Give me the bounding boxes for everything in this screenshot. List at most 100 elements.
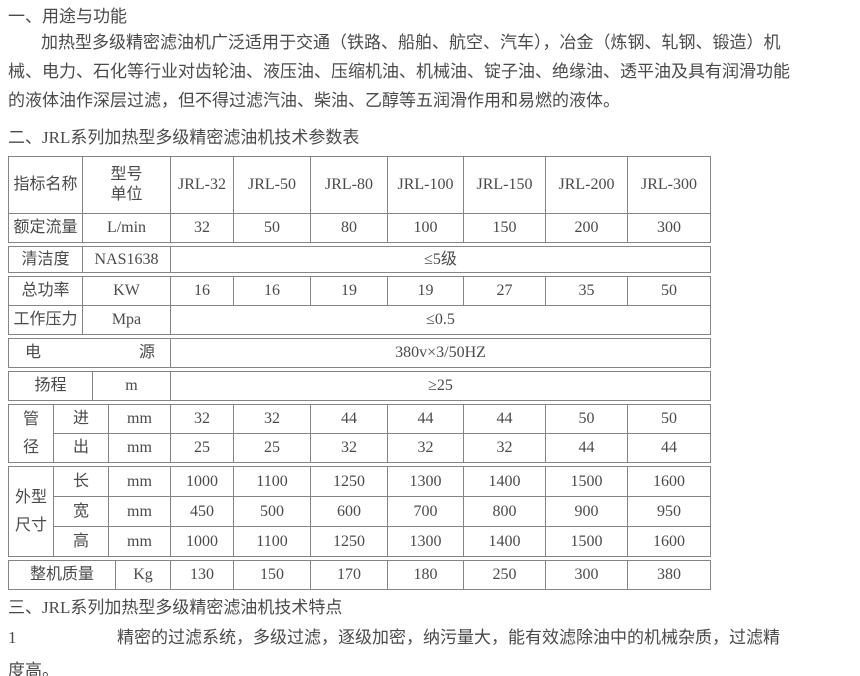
table-cell: 1500 (545, 526, 628, 557)
row-unit: Kg (115, 560, 171, 590)
table-cell: 27 (463, 276, 546, 306)
row-label: 清洁度 (8, 246, 83, 273)
table-cell: ≥25 (170, 371, 711, 401)
table-cell: 300 (627, 213, 711, 243)
table-cell: 32 (233, 404, 311, 434)
table-cell: 50 (545, 404, 628, 434)
row-unit: mm (108, 433, 171, 463)
table-row: 电 源 380v×3/50HZ (8, 338, 711, 368)
spec-table-header-box: 指标名称 型号 单位 JRL-32 JRL-50 JRL-80 JRL-100 … (8, 156, 711, 243)
row-unit: m (92, 371, 171, 401)
table-cell: 32 (170, 404, 234, 434)
row-label: 工作压力 (8, 305, 83, 335)
row-label: 进 (53, 404, 109, 434)
table-cell: 44 (627, 433, 711, 463)
model-column-header: JRL-200 (545, 156, 628, 214)
table-row: 管 径 进 mm 32 32 44 44 44 50 50 (8, 404, 711, 463)
table-cell: 44 (463, 404, 546, 434)
feature-line: 度高。 (8, 661, 59, 676)
table-cell: 80 (310, 213, 388, 243)
row-unit: mm (108, 404, 171, 434)
table-row: 扬程 m ≥25 (8, 371, 711, 401)
table-cell: 1600 (627, 526, 711, 557)
spec-table-power-pressure-box: 总功率 KW 16 16 19 19 27 35 50 工作压力 Mpa ≤0.… (8, 276, 711, 335)
table-row: 额定流量 L/min 32 50 80 100 150 200 300 (8, 213, 711, 243)
table-cell: 1250 (310, 466, 388, 497)
header-unit-label: 单位 (110, 186, 143, 203)
table-cell: 32 (463, 433, 546, 463)
header-model-label: 型号 (110, 166, 143, 183)
table-cell: 44 (310, 404, 388, 434)
group-label-pipe: 管 径 (8, 404, 54, 463)
table-cell: 25 (170, 433, 234, 463)
table-cell: 800 (463, 496, 546, 527)
spec-table-supply-box: 电 源 380v×3/50HZ (8, 338, 711, 368)
row-label: 电 源 (8, 338, 171, 368)
table-cell: 150 (233, 560, 311, 590)
table-cell: 180 (387, 560, 464, 590)
table-cell: 150 (463, 213, 546, 243)
header-name-cell: 指标名称 (8, 156, 83, 214)
model-column-header: JRL-300 (627, 156, 711, 214)
table-cell: 170 (310, 560, 388, 590)
table-cell: 500 (233, 496, 311, 527)
table-cell: 35 (545, 276, 628, 306)
row-label: 额定流量 (8, 213, 83, 243)
model-column-header: JRL-80 (310, 156, 388, 214)
table-cell: 1500 (545, 466, 628, 497)
row-unit: Mpa (82, 305, 171, 335)
table-cell: ≤5级 (170, 246, 711, 273)
table-cell: 44 (387, 404, 464, 434)
feature-text: 精密的过滤系统，多级过滤，逐级加密，纳污量大，能有效滤除油中的机械杂质，过滤精 (117, 628, 780, 647)
table-cell: 700 (387, 496, 464, 527)
model-column-header: JRL-50 (233, 156, 311, 214)
row-label: 宽 (53, 496, 109, 527)
table-cell: 1000 (170, 526, 234, 557)
table-cell: 380 (627, 560, 711, 590)
table-row: 出 mm 25 25 32 32 32 44 44 (9, 433, 711, 463)
table-cell: 1300 (387, 526, 464, 557)
row-label: 长 (53, 466, 109, 497)
group-label-dimensions: 外型 尺寸 (8, 466, 54, 557)
table-row: 清洁度 NAS1638 ≤5级 (8, 246, 711, 273)
intro-line: 加热型多级精密滤油机广泛适用于交通（铁路、船舶、航空、汽车），冶金（炼钢、轧钢、… (41, 33, 781, 52)
table-cell: 25 (233, 433, 311, 463)
table-row: 工作压力 Mpa ≤0.5 (8, 305, 711, 335)
table-cell: 44 (545, 433, 628, 463)
table-cell: 16 (170, 276, 234, 306)
header-model-unit-cell: 型号 单位 (82, 156, 171, 214)
table-cell: 100 (387, 213, 464, 243)
table-row: 高 mm 1000 1100 1250 1300 1400 1500 1600 (9, 526, 711, 557)
table-cell: 1400 (463, 526, 546, 557)
intro-paragraph: 加热型多级精密滤油机广泛适用于交通（铁路、船舶、航空、汽车），冶金（炼钢、轧钢、… (8, 28, 852, 115)
spec-table-dims-box: 外型 尺寸 长 mm 1000 1100 1250 1300 1400 1500… (8, 466, 711, 557)
row-label: 出 (53, 433, 109, 463)
feature-number: 1 (8, 628, 17, 647)
row-label: 总功率 (8, 276, 83, 306)
spec-table-lift-box: 扬程 m ≥25 (8, 371, 711, 401)
table-cell: 900 (545, 496, 628, 527)
table-row: 外型 尺寸 长 mm 1000 1100 1250 1300 1400 1500… (8, 466, 711, 557)
table-cell: 600 (310, 496, 388, 527)
table-cell: 19 (310, 276, 388, 306)
intro-line: 械、电力、石化等行业对齿轮油、液压油、压缩机油、机械油、锭子油、绝缘油、透平油及… (8, 62, 790, 81)
table-row: 宽 mm 450 500 600 700 800 900 950 (9, 496, 711, 527)
table-cell: 250 (463, 560, 546, 590)
table-cell: 50 (627, 276, 711, 306)
supply-label-left: 电 (25, 344, 42, 361)
table-cell: 1100 (233, 466, 311, 497)
row-unit: KW (82, 276, 171, 306)
spec-table-pipe-box: 管 径 进 mm 32 32 44 44 44 50 50 出 mm 25 25… (8, 404, 711, 463)
row-unit: mm (108, 496, 171, 527)
model-column-header: JRL-32 (170, 156, 234, 214)
table-cell: 1100 (233, 526, 311, 557)
row-label: 高 (53, 526, 109, 557)
table-cell: 16 (233, 276, 311, 306)
table-cell: 32 (170, 213, 234, 243)
intro-line: 的液体油作深层过滤，但不得过滤汽油、柴油、乙醇等五润滑作用和易燃的液体。 (8, 91, 620, 110)
table-row: 指标名称 型号 单位 JRL-32 JRL-50 JRL-80 JRL-100 … (8, 156, 711, 214)
table-cell: 1600 (627, 466, 711, 497)
row-unit: mm (108, 466, 171, 497)
table-cell: 300 (545, 560, 628, 590)
section1-heading: 一、用途与功能 (8, 7, 127, 26)
